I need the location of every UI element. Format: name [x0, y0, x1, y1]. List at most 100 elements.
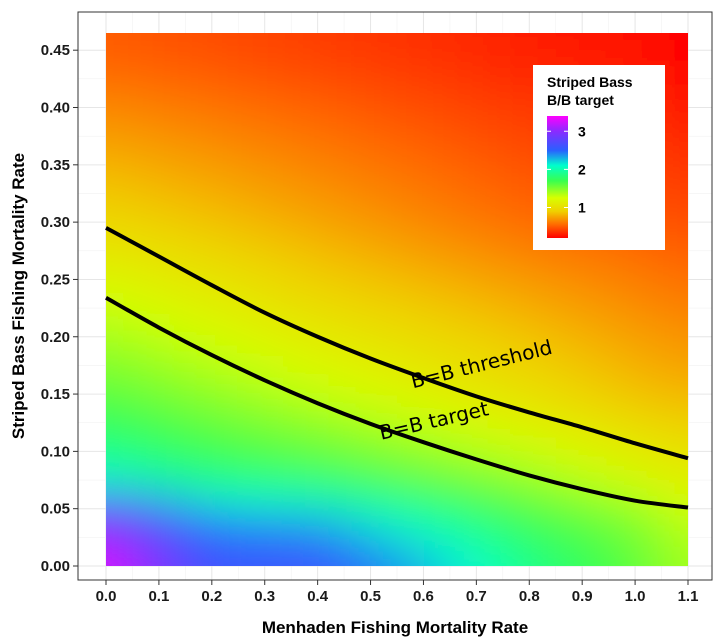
x-tick-label: 0.6 — [413, 588, 434, 605]
surface-cell — [441, 214, 466, 237]
surface-cell — [260, 510, 284, 533]
surface-cell — [123, 130, 148, 153]
surface-cell — [191, 33, 216, 47]
surface-cell — [237, 88, 262, 111]
surface-cell — [260, 33, 284, 47]
surface-cell — [123, 467, 148, 490]
surface-cell — [487, 130, 512, 153]
surface-cell — [578, 510, 603, 533]
surface-cell — [373, 510, 398, 533]
surface-cell — [328, 425, 353, 448]
surface-cell — [373, 172, 398, 195]
surface-cell — [191, 425, 216, 448]
surface-cell — [237, 383, 262, 406]
surface-cell — [441, 488, 466, 511]
surface-cell — [601, 404, 625, 427]
surface-cell — [669, 130, 688, 153]
surface-cell — [123, 531, 148, 554]
surface-cell — [601, 510, 625, 533]
surface-cell — [282, 151, 307, 174]
surface-cell — [169, 88, 193, 111]
surface-cell — [169, 488, 193, 511]
surface-cell — [146, 488, 171, 511]
surface-cell — [510, 256, 534, 279]
surface-cell — [305, 151, 330, 174]
surface-cell — [169, 109, 193, 132]
surface-cell — [169, 341, 193, 364]
surface-cell — [305, 488, 330, 511]
y-tick-label: 0.05 — [41, 501, 70, 518]
surface-cell — [601, 446, 625, 469]
surface-cell — [396, 467, 421, 490]
surface-cell — [328, 235, 353, 258]
surface-cell — [237, 404, 262, 427]
surface-cell — [578, 404, 603, 427]
surface-cell — [441, 341, 466, 364]
surface-cell — [191, 214, 216, 237]
surface-cell — [191, 488, 216, 511]
surface-cell — [146, 341, 171, 364]
y-tick-label: 0.15 — [41, 386, 70, 403]
surface-cell — [646, 467, 671, 490]
surface-cell — [464, 277, 489, 300]
surface-cell — [396, 320, 421, 343]
surface-cell — [214, 88, 239, 111]
surface-cell — [328, 320, 353, 343]
surface-cell — [373, 33, 398, 47]
surface-cell — [487, 151, 512, 174]
surface-cell — [464, 193, 489, 216]
surface-cell — [464, 172, 489, 195]
surface-cell — [146, 531, 171, 554]
surface-cell — [646, 383, 671, 406]
x-tick-label: 0.1 — [148, 588, 169, 605]
surface-cell — [510, 425, 534, 448]
surface-cell — [237, 235, 262, 258]
surface-cell — [373, 446, 398, 469]
surface-cell — [578, 446, 603, 469]
surface-cell — [555, 256, 580, 279]
surface-cell — [123, 66, 148, 89]
surface-cell — [373, 488, 398, 511]
surface-cell — [351, 235, 375, 258]
surface-cell — [146, 256, 171, 279]
surface-cell — [260, 256, 284, 279]
surface-cell — [191, 235, 216, 258]
surface-cell — [351, 151, 375, 174]
surface-cell — [305, 320, 330, 343]
surface-cell — [106, 320, 125, 343]
surface-cell — [169, 510, 193, 533]
surface-cell — [305, 299, 330, 322]
surface-cell — [373, 151, 398, 174]
surface-cell — [646, 510, 671, 533]
surface-cell — [419, 383, 443, 406]
surface-cell — [260, 66, 284, 89]
surface-cell — [441, 510, 466, 533]
surface-cell — [419, 88, 443, 111]
surface-cell — [487, 172, 512, 195]
surface-cell — [328, 193, 353, 216]
surface-cell — [578, 467, 603, 490]
surface-cell — [260, 45, 284, 68]
surface-cell — [123, 277, 148, 300]
surface-cell — [373, 235, 398, 258]
surface-cell — [601, 33, 625, 47]
surface-cell — [214, 214, 239, 237]
surface-cell — [123, 320, 148, 343]
surface-cell — [146, 66, 171, 89]
surface-cell — [106, 341, 125, 364]
surface-cell — [464, 235, 489, 258]
surface-cell — [169, 235, 193, 258]
surface-cell — [487, 66, 512, 89]
surface-cell — [441, 425, 466, 448]
surface-cell — [282, 109, 307, 132]
surface-cell — [106, 66, 125, 89]
surface-cell — [623, 320, 648, 343]
x-tick-label: 0.0 — [96, 588, 117, 605]
surface-cell — [623, 341, 648, 364]
surface-cell — [123, 299, 148, 322]
y-tick-label: 0.00 — [41, 558, 70, 575]
surface-cell — [532, 552, 557, 566]
surface-cell — [191, 446, 216, 469]
surface-cell — [146, 214, 171, 237]
surface-cell — [373, 130, 398, 153]
